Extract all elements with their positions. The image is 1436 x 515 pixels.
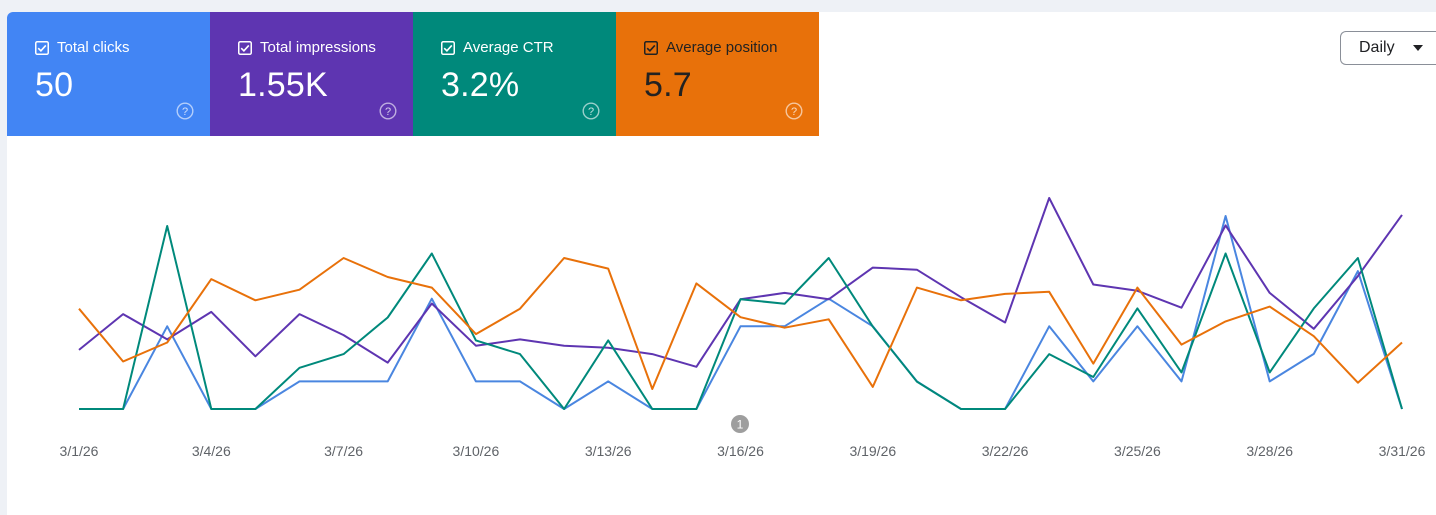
checkbox-checked-icon[interactable] [441, 41, 455, 55]
metric-label: Average CTR [463, 39, 554, 56]
x-tick-label: 3/25/26 [1114, 443, 1161, 459]
svg-text:?: ? [385, 106, 391, 118]
metric-tile-position[interactable]: Average position 5.7 ? [616, 12, 819, 136]
chart-lines [78, 197, 1403, 410]
help-icon[interactable]: ? [582, 102, 600, 120]
metric-tile-ctr[interactable]: Average CTR 3.2% ? [413, 12, 616, 136]
checkbox-checked-icon[interactable] [238, 41, 252, 55]
series-line-total-impressions [78, 197, 1403, 368]
metric-tiles: Total clicks 50 ? Total impressions 1.55… [7, 12, 819, 136]
annotation-marker-label: 1 [737, 418, 744, 432]
help-icon[interactable]: ? [379, 102, 397, 120]
metric-label: Total impressions [260, 39, 376, 56]
metric-tile-clicks[interactable]: Total clicks 50 ? [7, 12, 210, 136]
metric-tile-impressions[interactable]: Total impressions 1.55K ? [210, 12, 413, 136]
help-icon[interactable]: ? [176, 102, 194, 120]
metric-label: Total clicks [57, 39, 130, 56]
metric-value: 1.55K [238, 66, 328, 104]
metric-value: 3.2% [441, 66, 520, 104]
x-tick-label: 3/31/26 [1379, 443, 1426, 459]
x-axis-ticks: 3/1/26 3/4/26 3/7/26 3/10/26 3/13/26 3/16/26 3… [60, 443, 1426, 459]
x-tick-label: 3/7/26 [324, 443, 363, 459]
x-tick-label: 3/16/26 [717, 443, 764, 459]
period-select-value: Daily [1359, 39, 1395, 56]
svg-text:?: ? [588, 106, 594, 118]
series-line-average-ctr [79, 225, 1403, 410]
performance-chart: 3/1/26 3/4/26 3/7/26 3/10/26 3/13/26 3/16/26 3… [60, 197, 1426, 459]
x-tick-label: 3/13/26 [585, 443, 632, 459]
x-tick-label: 3/19/26 [849, 443, 896, 459]
help-icon[interactable]: ? [785, 102, 803, 120]
series-line-average-position [78, 257, 1403, 390]
metric-value: 5.7 [644, 66, 692, 104]
checkbox-checked-icon[interactable] [644, 41, 658, 55]
checkbox-checked-icon[interactable] [35, 41, 49, 55]
series-line-total-clicks [79, 215, 1403, 410]
performance-card: Total clicks 50 ? Total impressions 1.55… [7, 12, 1436, 515]
x-tick-label: 3/28/26 [1246, 443, 1293, 459]
x-tick-label: 3/4/26 [192, 443, 231, 459]
metric-label: Average position [666, 39, 778, 56]
x-tick-label: 3/22/26 [982, 443, 1029, 459]
x-tick-label: 3/10/26 [453, 443, 500, 459]
annotation-marker-dot[interactable] [731, 415, 749, 433]
svg-text:?: ? [791, 106, 797, 118]
caret-down-icon [1412, 45, 1423, 51]
svg-text:?: ? [182, 106, 188, 118]
period-select[interactable]: Daily [1340, 31, 1436, 65]
metric-value: 50 [35, 66, 74, 104]
x-tick-label: 3/1/26 [60, 443, 99, 459]
annotation-marker[interactable]: 1 [731, 415, 749, 433]
